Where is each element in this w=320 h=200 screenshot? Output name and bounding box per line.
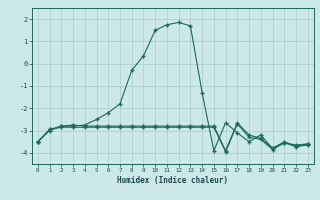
X-axis label: Humidex (Indice chaleur): Humidex (Indice chaleur) [117,176,228,185]
